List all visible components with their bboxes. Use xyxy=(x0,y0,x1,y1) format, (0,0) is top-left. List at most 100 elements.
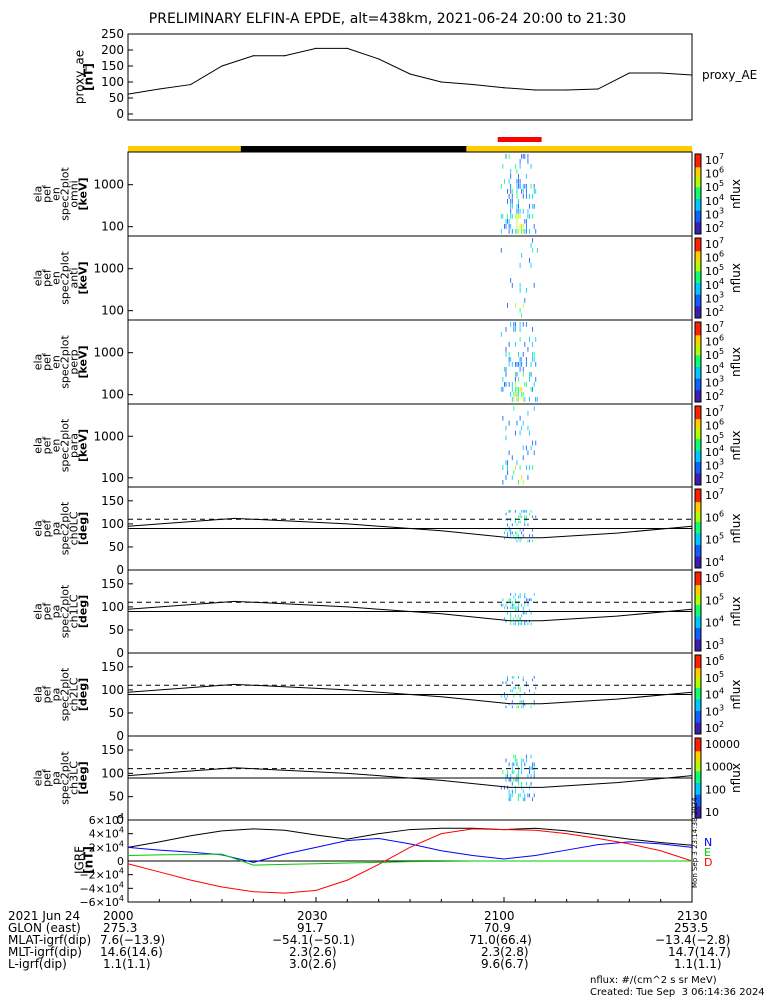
panel-3-pixel-1-12 xyxy=(502,465,504,470)
colorbar-4-band-29 xyxy=(695,536,701,539)
colorbar-6-tick-3: 103 xyxy=(705,703,724,718)
panel-0-pixel-0-6 xyxy=(500,184,502,189)
panel-0-pixel-4-9 xyxy=(507,199,508,204)
panel-0-pixel-14-14 xyxy=(522,224,524,229)
panel-3-pixel-1-2 xyxy=(502,415,504,421)
panel-5-pixel-15-1 xyxy=(524,595,526,599)
colorbar-0-band-25 xyxy=(695,195,701,198)
panel-5-pixel-9-6 xyxy=(514,609,516,612)
colorbar-2-band-38 xyxy=(695,385,701,388)
panel-7-pixel-13-2 xyxy=(521,762,523,767)
panel-7-pixel-16-7 xyxy=(525,781,527,786)
colorbar-2-tick-0: 107 xyxy=(705,320,724,335)
colorbar-7-band-31 xyxy=(695,789,701,792)
colorbar-3-band-19 xyxy=(695,437,701,440)
colorbar-1-band-41 xyxy=(695,306,701,309)
panel-6-pixel-3-2 xyxy=(505,681,507,684)
colorbar-0-frame xyxy=(694,153,702,235)
colorbar-6-band-38 xyxy=(695,717,701,720)
colorbar-7-frame xyxy=(694,737,702,819)
panel-4-pixel-11-9 xyxy=(518,534,519,537)
colorbar-1-band-7 xyxy=(695,249,701,252)
panel-2-pixel-12-9 xyxy=(519,367,521,372)
orbit-segment-1 xyxy=(240,146,467,152)
colorbar-7-band-17 xyxy=(695,766,701,769)
footer-mlt-2130: 14.7(14.7) xyxy=(668,945,731,959)
panel-0-pixel-10-15 xyxy=(516,229,518,234)
panel-3-pixel-5-9 xyxy=(508,450,510,456)
colorbar-5-band-10 xyxy=(695,588,701,591)
panel-6-pixel-21-10 xyxy=(533,702,535,706)
colorbar-6-band-27 xyxy=(695,699,701,702)
colorbar-1-band-21 xyxy=(695,273,701,276)
colorbar-3-band-39 xyxy=(695,470,701,473)
panel-5-pixel-17-11 xyxy=(527,622,529,626)
colorbar-6-tick-4: 102 xyxy=(705,720,724,735)
panel-6-pixel-3-11 xyxy=(505,705,507,709)
panel-7-pixel-11-5 xyxy=(518,774,519,778)
panel-2-pixel-16-12 xyxy=(525,382,527,387)
panel-4-pixel-14-9 xyxy=(522,534,524,537)
colorbar-1-band-19 xyxy=(695,269,701,272)
colorbar-5-band-38 xyxy=(695,634,701,637)
panel-6-pixel-15-10 xyxy=(524,702,526,706)
panel-5-pixel-11-6 xyxy=(518,609,519,612)
colorbar-3-band-16 xyxy=(695,432,701,435)
colorbar-1-band-2 xyxy=(695,241,701,244)
panel-6-pixel-21-6 xyxy=(533,692,535,695)
colorbar-3-band-46 xyxy=(695,481,701,484)
panel-7-pixel-10-6 xyxy=(516,778,518,782)
panel-5-pixel-13-4 xyxy=(521,603,523,607)
panel-4-loss-cone-curve xyxy=(127,517,693,539)
panel-7-pixel-14-9 xyxy=(522,789,524,794)
panel-7-pixel-1-4 xyxy=(502,770,504,774)
colorbar-6-band-40 xyxy=(695,720,701,723)
panel-2-pixel-20-1 xyxy=(532,327,534,332)
colorbar-1-band-46 xyxy=(695,314,701,317)
colorbar-5-label-text: nflux xyxy=(729,597,743,627)
igrf-stamp-text: Mon Sep 3 23:14:38 2024 xyxy=(691,797,699,888)
colorbar-6-band-47 xyxy=(695,732,701,735)
ae-point-3 xyxy=(221,65,223,67)
colorbar-1-band-13 xyxy=(695,259,701,262)
colorbar-2-label: nflux xyxy=(729,347,743,377)
panel-6-pixel-11-4 xyxy=(518,686,519,690)
colorbar-5-band-28 xyxy=(695,618,701,621)
panel-3-pixel-4-13 xyxy=(507,470,508,475)
panel-0-pixel-13-14 xyxy=(521,224,523,229)
igrf-ytick-label-0: 6×104 xyxy=(89,812,124,827)
colorbar-7-band-0 xyxy=(695,738,701,741)
panel-3-pixel-17-9 xyxy=(527,450,529,456)
panel-5-pixel-14-6 xyxy=(522,609,524,612)
colorbar-2-band-29 xyxy=(695,370,701,373)
footer-l-2130: 1.1(1.1) xyxy=(674,957,722,971)
panel-5-pixel-11-1 xyxy=(518,595,519,599)
ae-ytick-label-0: 250 xyxy=(101,27,124,41)
panel-4-pixel-16-0 xyxy=(525,510,527,513)
colorbar-5-band-2 xyxy=(695,575,701,578)
colorbar-1-band-18 xyxy=(695,268,701,271)
panel-2-pixel-7-8 xyxy=(511,362,513,367)
colorbar-3-band-30 xyxy=(695,455,701,458)
panel-5-pixel-8-1 xyxy=(513,595,515,599)
panel-3-pixel-10-11 xyxy=(516,460,518,466)
colorbar-5-band-11 xyxy=(695,590,701,593)
colorbar-7-band-42 xyxy=(695,808,701,811)
panel-2-pixel-7-15 xyxy=(511,397,513,402)
panel-1-pixel-7-9 xyxy=(511,283,513,288)
colorbar-6-label: nflux xyxy=(729,680,743,710)
panel-7-pixel-9-6 xyxy=(514,778,516,782)
panel-7-ytick-label-0: 150 xyxy=(101,743,124,757)
panel-4-pixel-17-5 xyxy=(527,523,529,527)
panel-2-pixel-23-15 xyxy=(536,397,538,402)
panel-7-ytick-label-1: 100 xyxy=(101,766,124,780)
panel-0-ylabel-line-5: [keV] xyxy=(77,177,90,210)
panel-7-pixel-4-4 xyxy=(507,770,508,774)
colorbar-4-band-27 xyxy=(695,533,701,536)
colorbar-7-band-5 xyxy=(695,746,701,749)
colorbar-3-band-29 xyxy=(695,453,701,456)
igrf-series-total xyxy=(127,853,692,866)
panel-3-pixel-12-12 xyxy=(519,465,521,470)
colorbar-3-tick-0: 107 xyxy=(705,404,724,419)
